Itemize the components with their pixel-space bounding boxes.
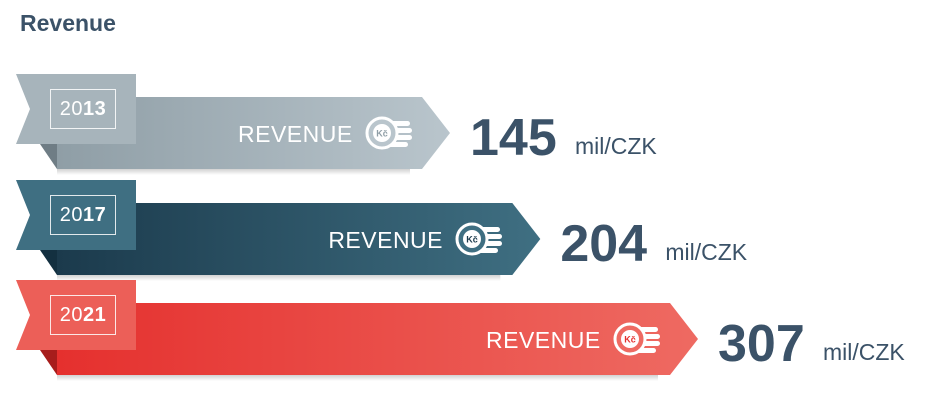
revenue-row-2017: 20 17 Kč REVENUE 204 mil/CZK [0,180,925,290]
year-tab [16,180,136,250]
bar-label: REVENUE [238,121,353,147]
bar-shadow [57,169,410,175]
ribbon-fold [40,250,57,275]
ribbon-fold [40,144,57,169]
year-tab [16,280,136,350]
year-prefix: 20 [59,97,83,120]
bar-label: REVENUE [328,227,444,253]
revenue-bar [57,303,698,375]
ribbon-graphic [16,280,698,381]
svg-text:Kč: Kč [467,235,479,245]
ribbon-graphic [16,180,541,281]
chart-title: Revenue [20,10,116,36]
year-label: 20 21 [50,295,116,335]
bar-shadow [57,275,501,281]
revenue-row-2013: 20 13 Kč REVENUE 145 mil/CZK [0,74,925,184]
revenue-value: 204 [560,215,648,273]
svg-text:Kč: Kč [376,129,388,139]
year-prefix: 20 [59,203,83,226]
year-suffix: 17 [83,203,107,226]
currency-coin-icon: Kč [455,221,508,257]
year-prefix: 20 [59,303,83,326]
year-tab [16,74,136,144]
ribbon-graphic [16,74,450,175]
ribbon-fold [40,350,57,375]
currency-coin-icon: Kč [365,115,418,151]
bar-shadow [57,375,658,381]
year-label: 20 13 [50,89,116,129]
currency-coin-icon: Kč [613,321,666,357]
revenue-value: 145 [470,109,557,167]
svg-text:Kč: Kč [624,335,636,345]
revenue-row-2021: 20 21 Kč REVENUE 307 mil/CZK [0,280,925,390]
revenue-unit: mil/CZK [575,133,657,159]
revenue-unit: mil/CZK [823,339,905,365]
revenue-value: 307 [718,315,805,373]
year-label: 20 17 [50,195,116,235]
revenue-bar [57,97,450,169]
year-suffix: 21 [83,303,107,326]
year-suffix: 13 [83,97,107,120]
revenue-bar [57,203,541,275]
bar-label: REVENUE [486,327,601,353]
revenue-unit: mil/CZK [665,239,748,265]
